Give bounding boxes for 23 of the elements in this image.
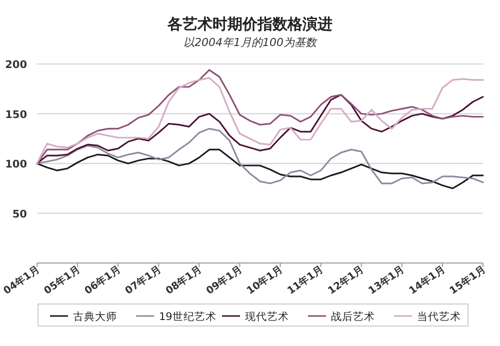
legend-label: 古典大师 xyxy=(73,310,117,323)
x-tick-label: 15年1月 xyxy=(447,264,488,297)
x-tick-label: 10年1月 xyxy=(244,264,285,297)
x-tick-label: 09年1月 xyxy=(204,264,244,297)
x-tick-label: 05年1月 xyxy=(42,264,82,297)
x-tick-label: 13年1月 xyxy=(366,264,407,297)
y-tick-label: 150 xyxy=(5,108,27,121)
y-tick-label: 100 xyxy=(5,158,27,170)
x-tick-label: 14年1月 xyxy=(406,264,448,297)
x-tick-label: 06年1月 xyxy=(82,264,123,297)
y-tick-label: 200 xyxy=(5,59,27,71)
x-tick-label: 04年1月 xyxy=(1,264,42,297)
y-tick-label: 50 xyxy=(12,208,27,220)
legend-label: 19世纪艺术 xyxy=(159,310,216,323)
legend-label: 当代艺术 xyxy=(417,310,461,323)
x-tick-label: 11年1月 xyxy=(285,264,326,297)
x-tick-label: 08年1月 xyxy=(164,264,204,297)
chart-subtitle: 以2004年1月的100为基数 xyxy=(184,36,318,49)
chart-title: 各艺术时期价指数格演进 xyxy=(166,15,332,33)
x-tick-label: 07年1月 xyxy=(122,264,164,297)
x-tick-label: 12年1月 xyxy=(326,264,366,297)
legend-label: 现代艺术 xyxy=(245,310,289,323)
legend-label: 战后艺术 xyxy=(331,310,375,323)
